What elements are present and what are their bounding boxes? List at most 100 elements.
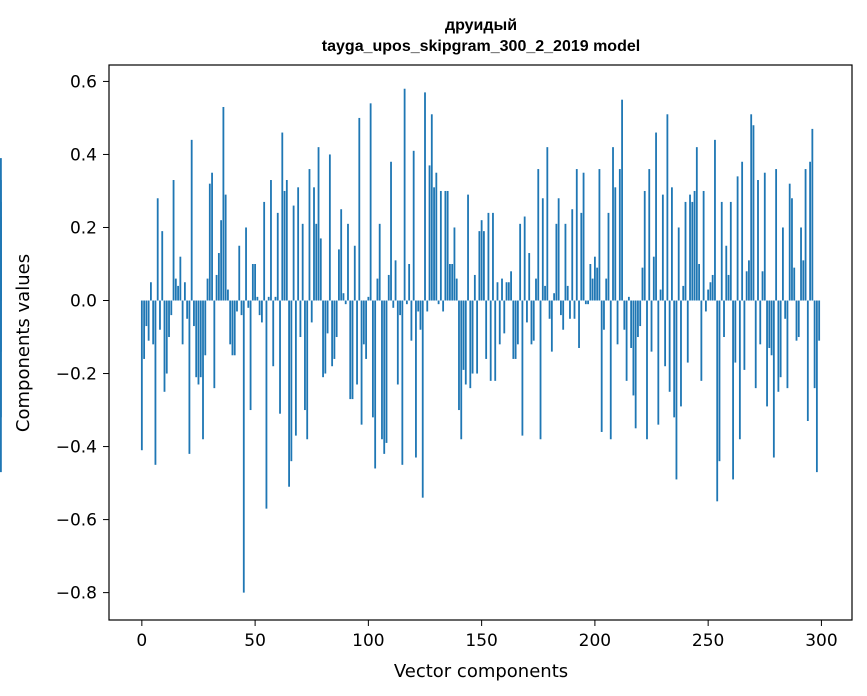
bar-127 <box>428 165 431 301</box>
bar-undefined <box>0 201 2 301</box>
bar-121 <box>415 300 417 458</box>
bar-80 <box>322 300 324 378</box>
bar-94 <box>353 245 356 301</box>
bar-246 <box>698 264 700 301</box>
bar-296 <box>811 128 814 301</box>
bar-205 <box>605 278 608 301</box>
bar-299 <box>818 300 821 341</box>
bar-187 <box>564 223 567 301</box>
bar-43 <box>238 245 241 301</box>
bar-11 <box>165 300 168 374</box>
bar-97 <box>360 300 363 425</box>
bar-33 <box>215 274 218 301</box>
bar-289 <box>795 300 798 341</box>
bar-232 <box>666 114 669 301</box>
bar-143 <box>464 300 467 385</box>
bar-226 <box>652 256 655 301</box>
bar-155 <box>492 212 494 301</box>
bar-230 <box>661 194 664 301</box>
bar-42 <box>236 300 238 312</box>
bar-78 <box>317 147 320 301</box>
bar-201 <box>596 267 599 301</box>
bar-162 <box>507 282 510 301</box>
bar-188 <box>566 285 569 301</box>
bar-52 <box>258 300 261 316</box>
bar-122 <box>417 300 420 312</box>
bar-254 <box>716 300 719 502</box>
bar-224 <box>648 169 651 301</box>
bar-151 <box>482 231 485 301</box>
x-tick-label-0: 0 <box>136 631 147 651</box>
bar-50 <box>254 264 257 301</box>
bar-282 <box>779 300 782 378</box>
bar-119 <box>410 300 413 341</box>
bar-32 <box>213 300 216 389</box>
bar-113 <box>396 300 399 385</box>
bar-93 <box>351 300 354 400</box>
bar-62 <box>281 132 284 301</box>
bar-65 <box>288 300 290 487</box>
bar-24 <box>195 300 198 378</box>
y-tick-label-3: −0.2 <box>56 365 97 385</box>
y-tick-label-2: −0.4 <box>56 438 97 458</box>
bar-161 <box>505 282 508 301</box>
plot-area-frame <box>108 64 853 621</box>
y-tick-label-7: 0.6 <box>70 72 97 92</box>
bar-258 <box>725 245 728 301</box>
bar-147 <box>473 274 476 301</box>
bar-176 <box>539 300 542 440</box>
bar-30 <box>208 183 211 301</box>
x-axis-label: Vector components <box>394 661 568 682</box>
bar-195 <box>582 172 585 301</box>
bar-14 <box>172 180 175 301</box>
bar-70 <box>299 300 302 338</box>
bar-20 <box>186 300 189 319</box>
bar-261 <box>732 300 734 480</box>
bar-291 <box>800 227 802 301</box>
bar-223 <box>646 300 648 440</box>
bar-135 <box>446 190 449 301</box>
bar-8 <box>159 300 161 330</box>
bar-215 <box>627 296 630 301</box>
bar-134 <box>444 190 447 301</box>
bar-290 <box>797 300 800 338</box>
x-tick-label-150: 150 <box>465 631 497 651</box>
bar-5 <box>152 300 155 345</box>
bar-175 <box>537 169 540 301</box>
bar-228 <box>657 300 660 425</box>
bar-74 <box>308 169 311 301</box>
bar-294 <box>806 300 809 421</box>
bar-76 <box>313 187 315 301</box>
bar-4 <box>150 282 152 301</box>
bar-105 <box>378 223 381 301</box>
bar-92 <box>349 300 352 400</box>
bar-12 <box>168 300 170 338</box>
bars-group <box>0 88 821 593</box>
bar-281 <box>777 300 780 392</box>
bar-209 <box>614 187 617 301</box>
bar-64 <box>285 180 288 301</box>
bar-117 <box>405 300 408 305</box>
bar-25 <box>197 300 200 385</box>
bar-47 <box>247 300 250 308</box>
bar-140 <box>458 300 460 411</box>
bar-58 <box>272 300 275 367</box>
bar-123 <box>419 300 422 330</box>
bar-265 <box>741 161 744 301</box>
bar-39 <box>229 300 232 345</box>
bar-159 <box>501 278 503 301</box>
bar-98 <box>362 300 365 345</box>
bar-185 <box>560 300 562 316</box>
bar-71 <box>301 223 304 301</box>
bar-237 <box>677 227 680 301</box>
bar-84 <box>331 300 334 367</box>
bar-72 <box>304 300 306 411</box>
bar-29 <box>206 278 209 301</box>
bar-149 <box>478 231 481 301</box>
bar-248 <box>702 190 705 301</box>
bar-128 <box>430 114 433 301</box>
bar-266 <box>743 300 746 370</box>
bar-37 <box>224 194 227 301</box>
bar-21 <box>188 300 191 454</box>
bar-298 <box>815 300 818 473</box>
